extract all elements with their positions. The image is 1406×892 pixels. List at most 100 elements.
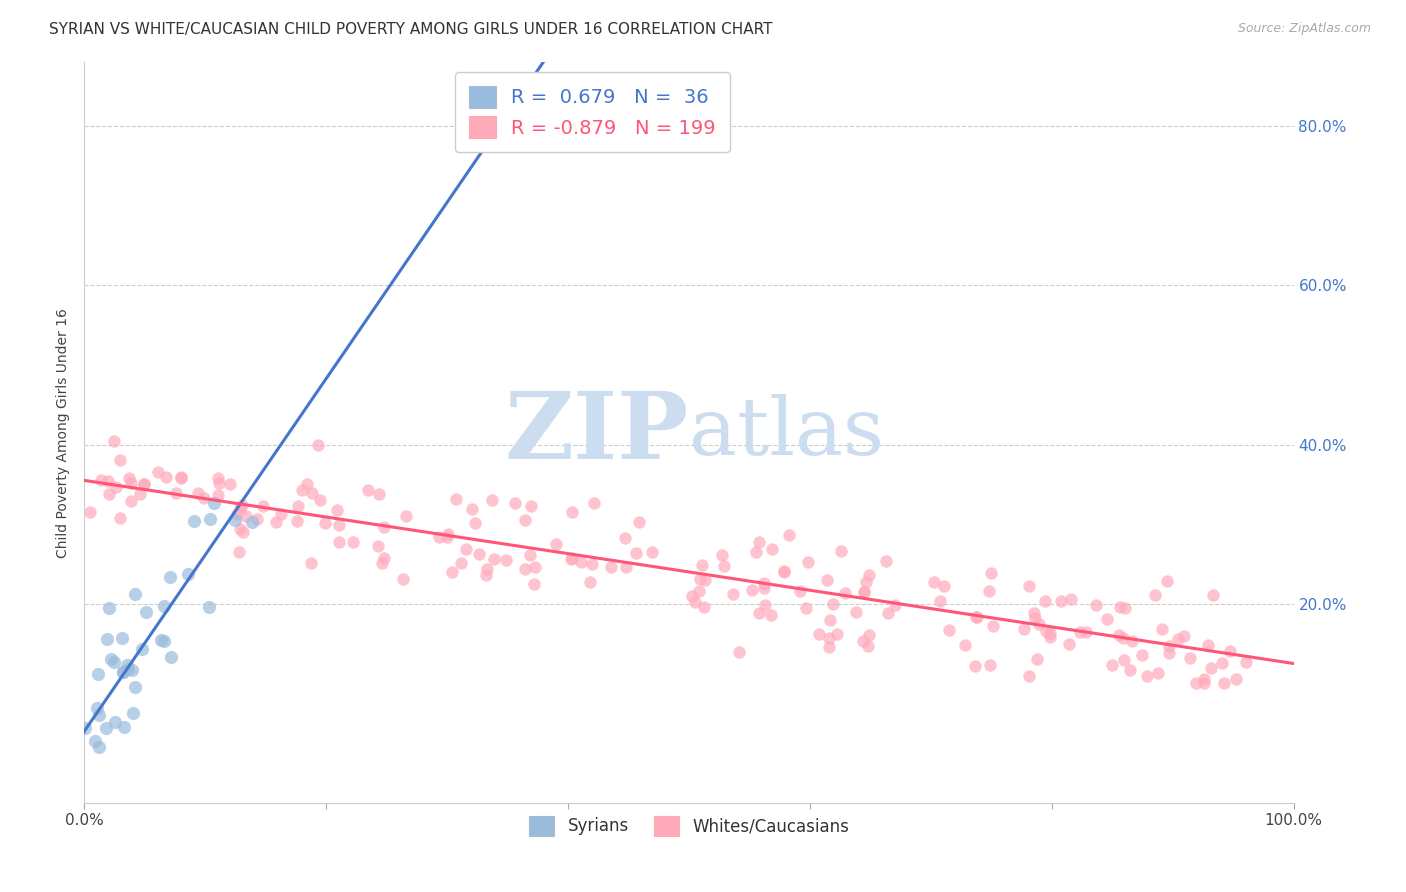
Point: [395, 509, 418, 524]
Point: [134, 476, 156, 491]
Point: [929, 593, 952, 607]
Point: [823, 598, 845, 612]
Point: [1039, 630, 1062, 644]
Point: [1173, 629, 1195, 643]
Point: [858, 627, 880, 641]
Point: [693, 573, 716, 587]
Point: [235, 508, 257, 523]
Point: [295, 477, 318, 491]
Point: [711, 548, 734, 562]
Point: [308, 492, 330, 507]
Point: [367, 487, 389, 501]
Point: [193, 491, 215, 506]
Point: [97, 474, 120, 488]
Point: [981, 619, 1004, 633]
Point: [1049, 594, 1071, 608]
Text: Source: ZipAtlas.com: Source: ZipAtlas.com: [1237, 22, 1371, 36]
Point: [503, 496, 526, 510]
Point: [1159, 646, 1181, 660]
Point: [858, 568, 880, 582]
Point: [1108, 628, 1130, 642]
Point: [392, 572, 415, 586]
Point: [252, 499, 274, 513]
Point: [614, 531, 637, 545]
Point: [582, 496, 605, 510]
Point: [495, 553, 517, 567]
Point: [110, 453, 132, 467]
Point: [229, 500, 252, 515]
Point: [789, 584, 811, 599]
Point: [796, 600, 818, 615]
Point: [373, 520, 395, 534]
Point: [86, 701, 108, 715]
Point: [207, 475, 229, 490]
Point: [1201, 588, 1223, 602]
Point: [97, 601, 120, 615]
Point: [159, 650, 181, 665]
Point: [830, 543, 852, 558]
Point: [616, 559, 638, 574]
Point: [246, 512, 269, 526]
Point: [371, 556, 394, 570]
Point: [207, 471, 229, 485]
Point: [690, 558, 713, 572]
Point: [977, 583, 1000, 598]
Point: [1085, 598, 1108, 612]
Point: [131, 642, 153, 657]
Point: [1035, 624, 1057, 639]
Point: [96, 632, 118, 646]
Point: [546, 537, 568, 551]
Point: [741, 582, 763, 597]
Point: [853, 585, 876, 599]
Point: [146, 465, 169, 479]
Point: [111, 665, 134, 679]
Point: [807, 627, 830, 641]
Point: [134, 476, 156, 491]
Point: [1033, 594, 1056, 608]
Point: [90, 473, 112, 487]
Point: [934, 579, 956, 593]
Point: [852, 585, 875, 599]
Point: [1111, 631, 1133, 645]
Point: [103, 655, 125, 669]
Point: [325, 503, 347, 517]
Point: [1212, 676, 1234, 690]
Point: [1156, 574, 1178, 589]
Point: [1159, 639, 1181, 653]
Point: [761, 541, 783, 556]
Point: [513, 562, 536, 576]
Point: [845, 605, 868, 619]
Point: [825, 626, 848, 640]
Point: [748, 535, 770, 549]
Point: [128, 486, 150, 500]
Point: [73, 721, 96, 735]
Point: [772, 564, 794, 578]
Point: [1234, 655, 1257, 669]
Point: [855, 575, 877, 590]
Point: [966, 610, 988, 624]
Point: [875, 553, 897, 567]
Point: [834, 586, 856, 600]
Point: [155, 470, 177, 484]
Point: [118, 471, 141, 485]
Point: [1192, 676, 1215, 690]
Point: [1025, 652, 1047, 666]
Point: [117, 662, 139, 676]
Point: [1150, 623, 1173, 637]
Point: [1114, 652, 1136, 666]
Point: [224, 513, 246, 527]
Point: [579, 575, 602, 590]
Point: [1069, 625, 1091, 640]
Point: [524, 559, 547, 574]
Point: [170, 471, 193, 485]
Point: [1192, 672, 1215, 686]
Point: [1136, 669, 1159, 683]
Point: [342, 535, 364, 549]
Point: [688, 584, 710, 599]
Point: [1018, 669, 1040, 683]
Point: [754, 599, 776, 613]
Point: [301, 486, 323, 500]
Point: [124, 587, 146, 601]
Point: [100, 652, 122, 666]
Point: [153, 633, 176, 648]
